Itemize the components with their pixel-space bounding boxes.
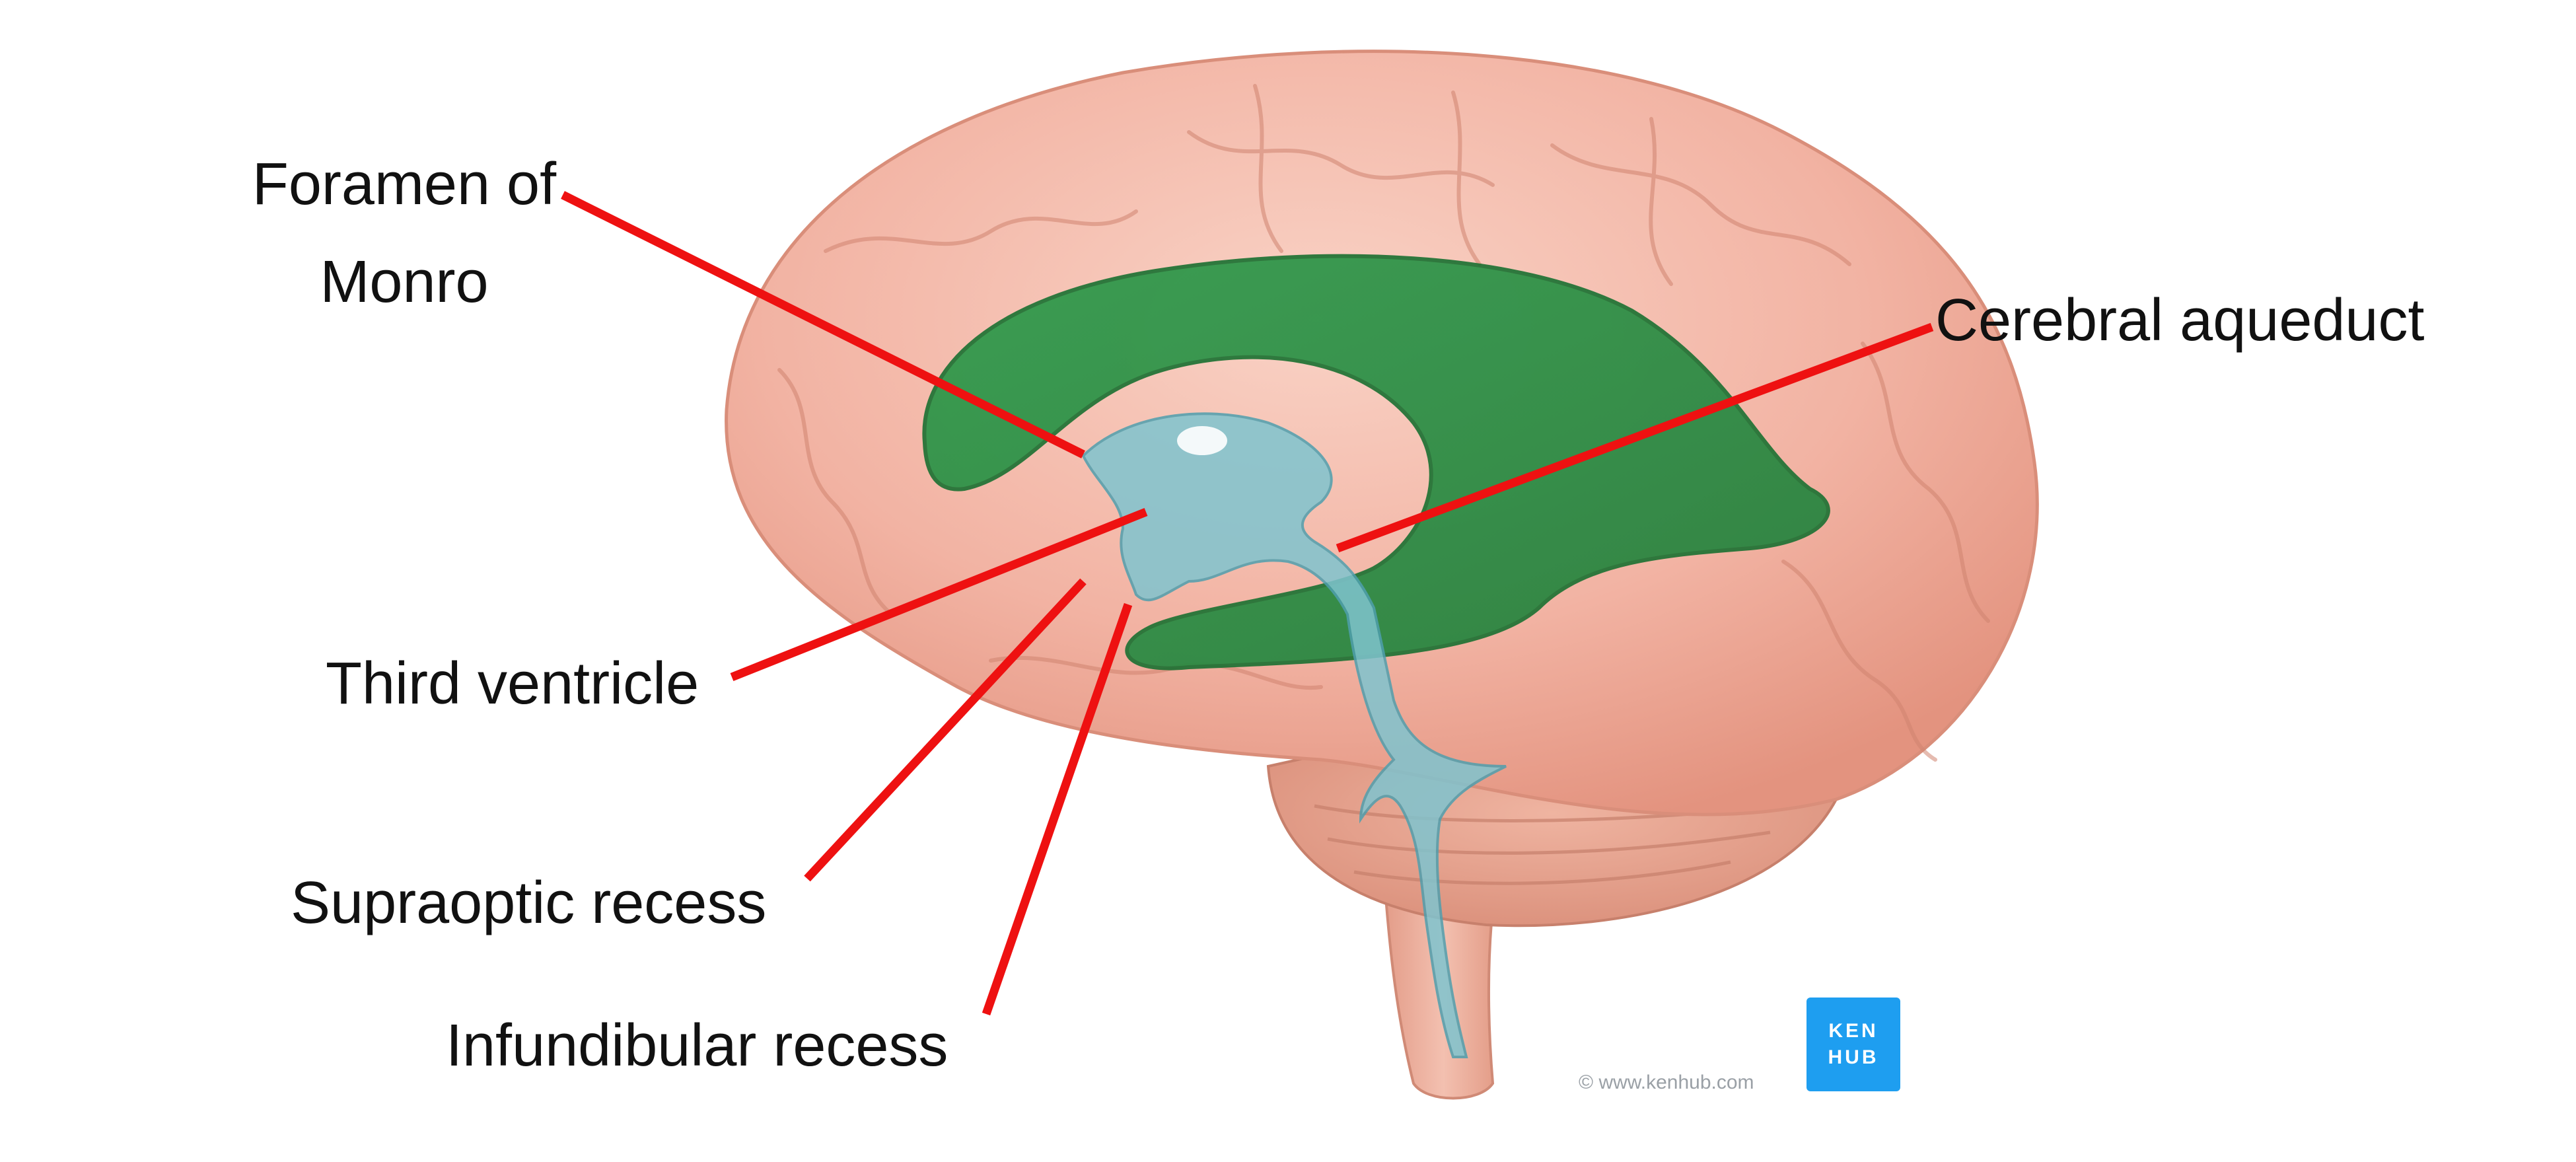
label-foramen-line2: Monro [320, 249, 489, 315]
label-third-ventricle: Third ventricle [326, 651, 699, 717]
copyright-text: © www.kenhub.com [1579, 1071, 1754, 1093]
logo-line2: HUB [1828, 1046, 1879, 1068]
leader-line-foramen [561, 191, 1085, 458]
label-supraoptic-recess: Supraoptic recess [291, 870, 767, 936]
leader-line-infundibular [982, 602, 1133, 1016]
kenhub-logo: KEN HUB [1807, 998, 1900, 1091]
leader-line-aqueduct [1336, 322, 1934, 553]
third-ventricle-shape [1081, 412, 1507, 1058]
cerebrum [725, 50, 2039, 817]
label-cerebral-aqueduct: Cerebral aqueduct [1935, 287, 2425, 353]
label-infundibular-recess: Infundibular recess [446, 1013, 948, 1079]
label-foramen-of-monro: Foramen of Monro [239, 135, 569, 331]
lateral-ventricle [922, 254, 1830, 671]
interthalamic-adhesion [1177, 426, 1227, 455]
label-foramen-line1: Foramen of [252, 151, 557, 217]
logo-line1: KEN [1828, 1020, 1878, 1042]
leader-line-third-ventricle [730, 507, 1148, 682]
leader-line-supraoptic [804, 578, 1087, 882]
